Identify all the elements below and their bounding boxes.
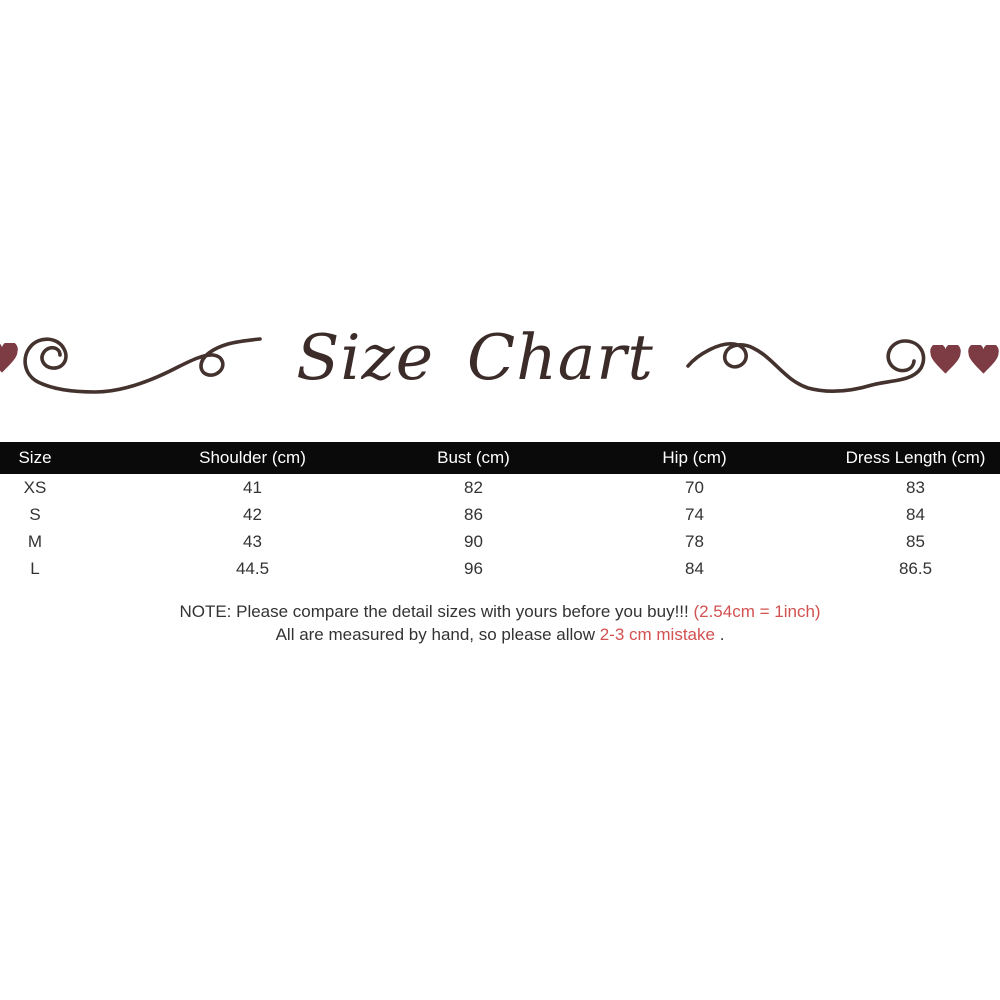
heart-icon xyxy=(0,343,19,374)
heart-icon xyxy=(929,345,962,375)
note-text: NOTE: Please compare the detail sizes wi… xyxy=(0,600,1000,646)
column-header-dress-length: Dress Length (cm) xyxy=(845,448,986,467)
heart-icon xyxy=(967,345,1000,375)
note-line-2: All are measured by hand, so please allo… xyxy=(0,623,1000,646)
table-cell: 82 xyxy=(464,478,483,497)
table-cell: 85 xyxy=(906,532,925,551)
page-title: Size Chart xyxy=(296,321,654,394)
note-line-1: NOTE: Please compare the detail sizes wi… xyxy=(0,600,1000,623)
column-header-hip: Hip (cm) xyxy=(662,448,727,467)
note-line2-highlight: 2-3 cm mistake xyxy=(599,625,715,644)
table-cell: 74 xyxy=(685,505,704,524)
table-cell: 96 xyxy=(464,559,483,578)
size-table: Size Shoulder (cm) Bust (cm) Hip (cm) Dr… xyxy=(0,442,1000,582)
table-cell: 42 xyxy=(243,505,262,524)
table-row-s: S 42 86 74 84 xyxy=(0,501,1000,528)
table-header-row: Size Shoulder (cm) Bust (cm) Hip (cm) Dr… xyxy=(0,442,1000,474)
table-cell: 70 xyxy=(685,478,704,497)
table-row-xs: XS 41 82 70 83 xyxy=(0,474,1000,501)
table-cell: 84 xyxy=(685,559,704,578)
table-cell: 43 xyxy=(243,532,262,551)
table-cell: 41 xyxy=(243,478,262,497)
table-cell: M xyxy=(27,532,43,551)
table-cell: S xyxy=(29,505,41,524)
table-cell: 86 xyxy=(464,505,483,524)
note-line1-highlight: (2.54cm = 1inch) xyxy=(693,602,821,621)
note-line2-tail: . xyxy=(714,625,725,644)
table-cell: 90 xyxy=(464,532,483,551)
note-line1-text: NOTE: Please compare the detail sizes wi… xyxy=(179,602,694,621)
column-header-size: Size xyxy=(18,448,52,467)
table-cell: XS xyxy=(23,478,47,497)
table-row-m: M 43 90 78 85 xyxy=(0,528,1000,555)
table-row-l: L 44.5 96 84 86.5 xyxy=(0,555,1000,582)
table-cell: 84 xyxy=(906,505,925,524)
flourish-swirl-icon xyxy=(23,337,262,394)
note-line2-text: All are measured by hand, so please allo… xyxy=(275,625,600,644)
table-cell: L xyxy=(30,559,40,578)
table-cell: 78 xyxy=(685,532,704,551)
column-header-bust: Bust (cm) xyxy=(437,448,510,467)
table-cell: 83 xyxy=(906,478,925,497)
table-cell: 44.5 xyxy=(235,559,270,578)
column-header-shoulder: Shoulder (cm) xyxy=(199,448,306,467)
table-cell: 86.5 xyxy=(898,559,933,578)
flourish-swirl-icon xyxy=(686,339,926,394)
